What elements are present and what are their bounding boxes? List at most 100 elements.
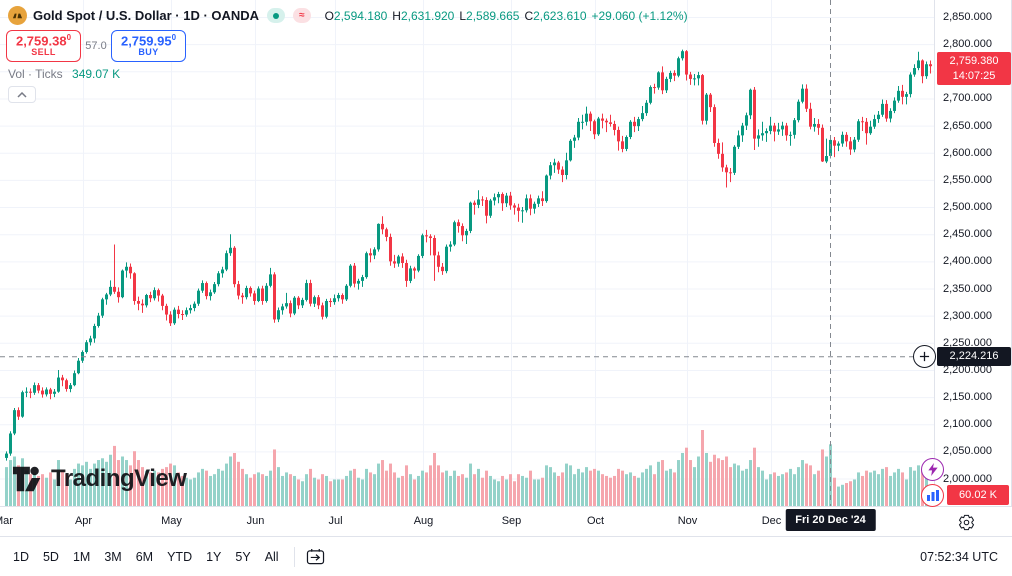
candle-body[interactable] [533, 203, 536, 209]
candle-body[interactable] [105, 294, 108, 300]
candle-body[interactable] [413, 268, 416, 271]
candle-body[interactable] [557, 162, 560, 170]
candle-body[interactable] [845, 134, 848, 142]
candle-body[interactable] [757, 135, 760, 139]
candle-body[interactable] [153, 290, 156, 299]
candle-body[interactable] [581, 121, 584, 123]
candle-body[interactable] [593, 121, 596, 135]
candle-body[interactable] [109, 286, 112, 295]
candle-body[interactable] [877, 114, 880, 120]
candle-body[interactable] [341, 295, 344, 300]
candle-body[interactable] [305, 283, 308, 300]
candle-body[interactable] [177, 309, 180, 315]
candle-body[interactable] [85, 342, 88, 353]
candle-body[interactable] [733, 146, 736, 173]
candle-body[interactable] [301, 299, 304, 306]
candle-body[interactable] [289, 303, 292, 314]
candle-body[interactable] [745, 115, 748, 126]
candle-body[interactable] [489, 200, 492, 216]
go-to-date-button[interactable] [303, 544, 329, 570]
candle-body[interactable] [229, 247, 232, 254]
candle-body[interactable] [677, 58, 680, 76]
candle-body[interactable] [353, 265, 356, 284]
candle-body[interactable] [445, 246, 448, 272]
range-button-ytd[interactable]: YTD [167, 549, 193, 564]
candle-body[interactable] [173, 309, 176, 324]
candle-body[interactable] [645, 102, 648, 114]
symbol-title[interactable]: Gold Spot / U.S. Dollar · 1D · OANDA [33, 8, 260, 23]
candle-body[interactable] [681, 51, 684, 59]
candle-body[interactable] [361, 277, 364, 281]
candle-body[interactable] [369, 253, 372, 256]
candle-body[interactable] [425, 235, 428, 237]
candle-body[interactable] [473, 202, 476, 205]
range-button-all[interactable]: All [264, 549, 279, 564]
candle-body[interactable] [649, 87, 652, 103]
candle-body[interactable] [457, 222, 460, 227]
candle-body[interactable] [893, 100, 896, 111]
candle-body[interactable] [545, 175, 548, 202]
candle-body[interactable] [61, 377, 64, 381]
candle-body[interactable] [729, 172, 732, 174]
candle-body[interactable] [281, 306, 284, 311]
candle-body[interactable] [513, 205, 516, 208]
candle-body[interactable] [765, 131, 768, 134]
candle-body[interactable] [393, 261, 396, 264]
candle-body[interactable] [637, 119, 640, 127]
candle-body[interactable] [665, 78, 668, 91]
candle-body[interactable] [529, 198, 532, 209]
candle-body[interactable] [257, 288, 260, 301]
candle-body[interactable] [389, 236, 392, 262]
candle-body[interactable] [833, 140, 836, 146]
candle-body[interactable] [321, 305, 324, 317]
candle-body[interactable] [917, 60, 920, 69]
candle-body[interactable] [805, 88, 808, 109]
candle-body[interactable] [721, 153, 724, 168]
candle-body[interactable] [913, 68, 916, 75]
candle-body[interactable] [793, 120, 796, 135]
candle-body[interactable] [429, 236, 432, 239]
candle-body[interactable] [189, 308, 192, 311]
candle-body[interactable] [589, 113, 592, 122]
candle-body[interactable] [621, 141, 624, 149]
candle-body[interactable] [777, 129, 780, 132]
candle-body[interactable] [889, 110, 892, 119]
candle-body[interactable] [905, 94, 908, 97]
range-button-3m[interactable]: 3M [104, 549, 122, 564]
candle-body[interactable] [821, 127, 824, 162]
market-status-badge[interactable] [267, 8, 286, 23]
candle-body[interactable] [405, 262, 408, 281]
candle-body[interactable] [149, 295, 152, 299]
candle-body[interactable] [53, 391, 56, 394]
candle-body[interactable] [505, 195, 508, 204]
candle-body[interactable] [65, 380, 68, 389]
candle-body[interactable] [769, 125, 772, 132]
candle-body[interactable] [73, 373, 76, 386]
range-button-1y[interactable]: 1Y [206, 549, 222, 564]
candle-body[interactable] [625, 137, 628, 149]
candle-body[interactable] [441, 266, 444, 272]
candle-body[interactable] [433, 238, 436, 256]
candle-body[interactable] [197, 290, 200, 304]
candle-body[interactable] [129, 266, 132, 274]
candle-body[interactable] [697, 75, 700, 79]
candle-body[interactable] [585, 113, 588, 122]
candle-body[interactable] [857, 121, 860, 140]
boost-button[interactable] [921, 458, 944, 481]
candle-body[interactable] [121, 270, 124, 298]
candle-body[interactable] [125, 266, 128, 271]
candle-body[interactable] [313, 297, 316, 304]
delayed-data-badge[interactable]: ≈ [293, 8, 311, 23]
candle-body[interactable] [217, 273, 220, 285]
candle-body[interactable] [541, 198, 544, 202]
candle-body[interactable] [365, 253, 368, 278]
candle-body[interactable] [45, 389, 48, 395]
candle-body[interactable] [613, 123, 616, 130]
candle-body[interactable] [133, 273, 136, 301]
candle-body[interactable] [49, 389, 52, 394]
range-button-5d[interactable]: 5D [42, 549, 59, 564]
settings-gear-icon[interactable] [956, 512, 976, 532]
candle-body[interactable] [29, 391, 32, 393]
candle-body[interactable] [181, 314, 184, 316]
candle-body[interactable] [213, 284, 216, 293]
